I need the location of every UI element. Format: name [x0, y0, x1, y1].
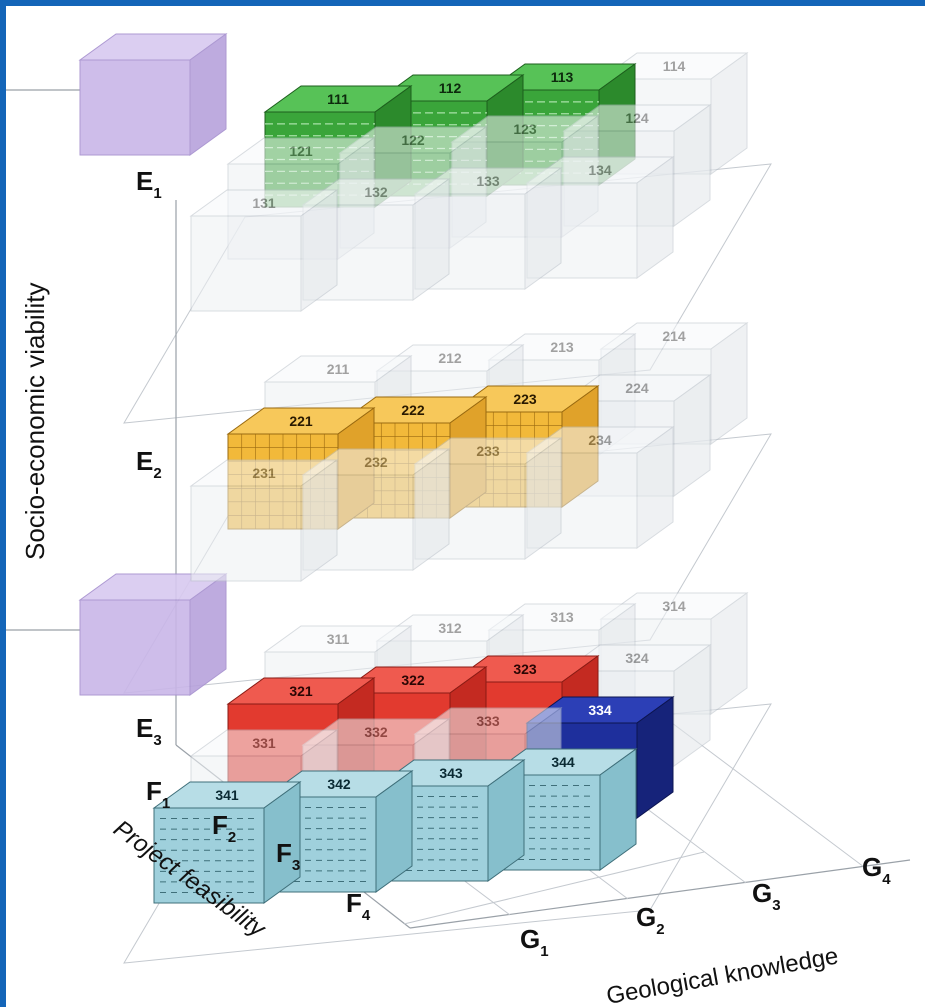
cell-code-label: 224 — [625, 380, 649, 396]
cell-code-label: 332 — [364, 724, 388, 740]
cell-code-label: 324 — [625, 650, 649, 666]
cell-code-label: 212 — [438, 350, 462, 366]
purple-marker-cube — [78, 33, 228, 156]
purple-marker-cube — [78, 573, 228, 696]
cell-code-label: 312 — [438, 620, 462, 636]
cell-code-label: 333 — [476, 713, 500, 729]
cell-code-label: 114 — [663, 58, 686, 74]
cell-code-label: 121 — [289, 143, 313, 159]
cell-341: 341 — [152, 781, 302, 904]
cell-code-label: 223 — [513, 391, 537, 407]
cell-code-label: 232 — [364, 454, 388, 470]
cell-code-label: 211 — [327, 361, 350, 377]
f-level-label: F3 — [276, 838, 300, 874]
cell-code-label: 214 — [662, 328, 686, 344]
cell-code-label: 331 — [252, 735, 276, 751]
e-level-label: E1 — [136, 166, 162, 202]
g-level-label: G2 — [636, 902, 665, 938]
cell-code-label: 323 — [513, 661, 537, 677]
cell-code-label: 132 — [364, 184, 388, 200]
cell-code-label: 134 — [588, 162, 612, 178]
cell-code-label: 131 — [252, 195, 276, 211]
cube-front-face — [190, 215, 302, 312]
cell-code-label: 124 — [625, 110, 649, 126]
f-level-label: F1 — [146, 776, 170, 812]
cell-code-label: 233 — [476, 443, 500, 459]
g-level-label: G1 — [520, 924, 549, 960]
cell-code-label: 112 — [439, 80, 462, 96]
cube-front-face — [190, 485, 302, 582]
cube-front-face — [79, 59, 191, 156]
cell-code-label: 341 — [215, 787, 239, 803]
cell-code-label: 231 — [252, 465, 276, 481]
cell-134: 134 — [525, 156, 675, 279]
cell-grid: 114 113 112 111 124 123 122 121 134 133 132 131 214 2… — [78, 33, 749, 904]
y-axis-label: Socio-economic viability — [20, 283, 50, 560]
cube-front-face — [79, 599, 191, 696]
f-row-line — [403, 851, 705, 925]
g-level-label: G3 — [752, 878, 781, 914]
cell-131: 131 — [189, 189, 339, 312]
f-level-label: F4 — [346, 888, 371, 924]
frame-left-border — [0, 0, 6, 1007]
f-level-label: F2 — [212, 810, 236, 846]
cell-code-label: 322 — [401, 672, 425, 688]
e-level-label: E3 — [136, 713, 162, 749]
e-level-label: E2 — [136, 446, 162, 482]
cell-code-label: 314 — [662, 598, 686, 614]
cube-front-face — [153, 807, 265, 904]
cell-code-label: 344 — [551, 754, 575, 770]
cell-code-label: 123 — [513, 121, 537, 137]
cell-code-label: 213 — [550, 339, 574, 355]
x-axis-label: Geological knowledge — [604, 943, 840, 1007]
cell-code-label: 221 — [289, 413, 313, 429]
cell-code-label: 311 — [327, 631, 350, 647]
cell-132: 132 — [301, 178, 451, 301]
cell-231: 231 — [189, 459, 339, 582]
horizontal-axis-line — [409, 859, 911, 929]
cell-code-label: 334 — [588, 702, 612, 718]
cell-code-label: 111 — [327, 91, 349, 107]
cell-code-label: 342 — [327, 776, 351, 792]
cell-code-label: 133 — [476, 173, 500, 189]
cell-code-label: 234 — [588, 432, 612, 448]
cell-code-label: 222 — [401, 402, 425, 418]
cell-code-label: 343 — [439, 765, 463, 781]
frame-top-border — [0, 0, 925, 6]
g-level-label: G4 — [862, 852, 891, 888]
cell-code-label: 313 — [550, 609, 574, 625]
cell-code-label: 321 — [289, 683, 313, 699]
cell-code-label: 113 — [551, 69, 574, 85]
cell-code-label: 122 — [401, 132, 425, 148]
